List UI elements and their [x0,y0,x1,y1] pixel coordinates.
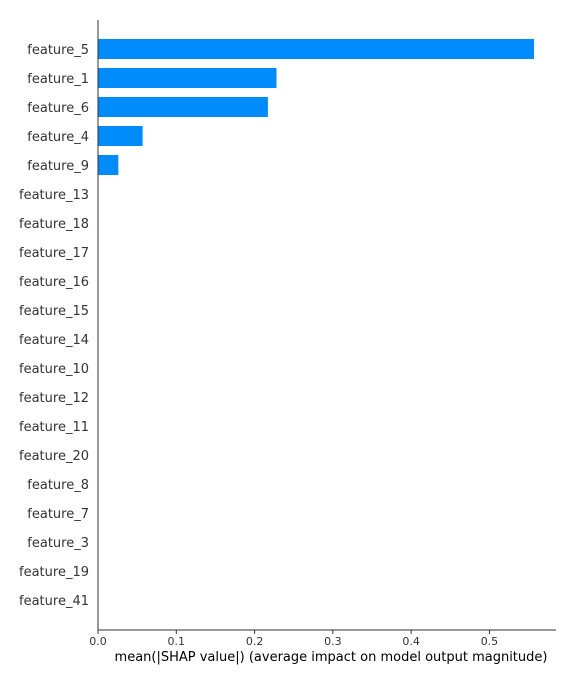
y-tick-label-feature_17: feature_17 [19,246,89,261]
y-tick-label-feature_15: feature_15 [19,304,89,319]
y-tick-label-feature_3: feature_3 [27,536,89,551]
bar-feature_6 [98,97,268,117]
y-tick-label-feature_10: feature_10 [19,362,89,377]
y-tick-label-feature_18: feature_18 [19,217,89,232]
y-tick-label-feature_14: feature_14 [19,333,89,348]
bar-feature_1 [98,68,277,88]
y-tick-label-feature_9: feature_9 [27,159,89,174]
bar-feature_5 [98,39,535,59]
bars-group [98,39,535,175]
y-tick-label-feature_1: feature_1 [27,72,89,87]
y-tick-label-feature_11: feature_11 [19,420,89,435]
x-axis-title: mean(|SHAP value|) (average impact on mo… [115,650,548,665]
y-tick-label-feature_7: feature_7 [27,507,89,522]
y-tick-label-feature_13: feature_13 [19,188,89,203]
y-tick-label-feature_16: feature_16 [19,275,89,290]
x-tick-label: 0.4 [402,635,420,648]
x-tick-label: 0.5 [481,635,499,648]
y-tick-label-feature_41: feature_41 [19,594,89,609]
y-tick-label-feature_6: feature_6 [27,101,89,116]
x-tick-label: 0.1 [168,635,186,648]
y-tick-label-feature_12: feature_12 [19,391,89,406]
y-tick-label-feature_19: feature_19 [19,565,89,580]
x-tick-label: 0.2 [246,635,264,648]
bar-feature_9 [98,155,119,175]
y-tick-labels: feature_5 feature_1 feature_6 feature_4feat… [19,43,89,609]
y-tick-label-feature_5: feature_5 [27,43,89,58]
y-tick-label-feature_4: feature_4 [27,130,89,145]
x-tick-label: 0.3 [324,635,342,648]
bar-feature_4 [98,126,143,146]
x-tick-label: 0.0 [89,635,107,648]
y-tick-label-feature_8: feature_8 [27,478,89,493]
x-ticks: 0.0 0.1 0.2 0.3 0.4 0.5 [89,630,498,648]
y-tick-label-feature_20: feature_20 [19,449,89,464]
